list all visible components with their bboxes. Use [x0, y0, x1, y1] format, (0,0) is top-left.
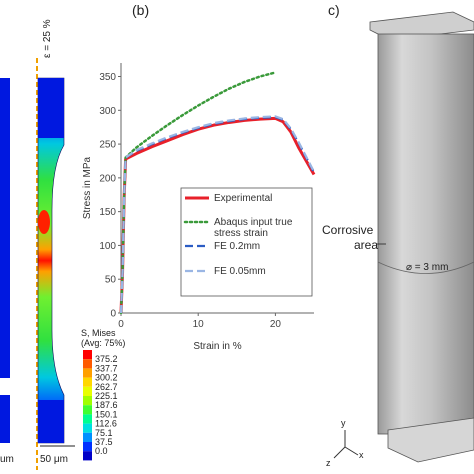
colorbar-subtitle: (Avg: 75%) — [81, 338, 125, 348]
stress-strain-chart: 0 50 100 150 200 250 300 350 0 10 20 Strain in % Str… — [82, 63, 316, 350]
left-specimen-strip — [0, 78, 10, 378]
top-plate — [369, 11, 474, 41]
legend-label: stress strain — [214, 228, 268, 239]
y-tick-label: 350 — [99, 72, 116, 83]
necking-hotspot — [38, 210, 50, 234]
diameter-label: ⌀ = 3 mm — [406, 262, 448, 273]
x-axis-title: Strain in % — [193, 341, 241, 350]
colorbar-swatch — [83, 368, 92, 378]
y-tick-label: 300 — [99, 106, 116, 117]
y-tick-label: 100 — [99, 241, 116, 252]
specimen-grip-bottom — [38, 400, 64, 443]
colorbar-title: S, Mises — [81, 328, 116, 338]
x-tick-label: 20 — [270, 319, 282, 330]
colorbar-value: 112.6 — [95, 419, 117, 429]
colorbar-swatch — [83, 359, 92, 369]
legend-label: Experimental — [214, 193, 272, 204]
chart-axes: 0 50 100 150 200 250 300 350 0 10 20 Strain in % Str… — [82, 63, 314, 350]
corrosive-label-line2: area — [354, 238, 378, 252]
bottom-plate — [387, 417, 474, 463]
legend-label: Abaqus input true — [214, 217, 293, 228]
colorbar-swatch — [83, 396, 92, 406]
y-tick-label: 0 — [110, 309, 116, 320]
corrosive-band-edge — [377, 261, 474, 274]
legend-box — [180, 187, 313, 297]
panel-b-label: (b) — [132, 2, 150, 18]
specimen-grip-top — [38, 78, 64, 138]
y-tick-label: 150 — [99, 207, 116, 218]
scale-label: 50 μm — [40, 454, 68, 465]
chart-series — [119, 71, 316, 315]
colorbar: 375.2337.7300.2262.7225.1187.6150.1112.6… — [83, 350, 118, 461]
y-axis-title: Stress in MPa — [82, 156, 93, 219]
left-specimen-strip-bottom — [0, 395, 10, 443]
colorbar-swatch — [83, 405, 92, 415]
panel-c-label: c) — [328, 2, 340, 18]
legend-label: FE 0.05mm — [214, 266, 266, 277]
colorbar-swatch — [83, 377, 92, 387]
y-tick-label: 250 — [99, 140, 116, 151]
coordinate-triad: y x z — [326, 418, 364, 468]
colorbar-value: 225.1 — [95, 391, 118, 401]
y-tick-label: 200 — [99, 173, 116, 184]
colorbar-swatch — [83, 442, 92, 452]
strain-label: ε = 25 % — [42, 19, 53, 58]
y-tick-label: 50 — [105, 275, 117, 286]
axis-y-label: y — [341, 418, 346, 428]
cylinder-body — [377, 33, 474, 435]
legend-label: FE 0.2mm — [214, 241, 260, 252]
colorbar-value: 375.2 — [95, 354, 118, 364]
axis-x-label: x — [359, 450, 364, 460]
left-scale-label: um — [0, 454, 14, 465]
colorbar-value: 337.7 — [95, 363, 118, 373]
colorbar-swatch — [83, 414, 92, 424]
colorbar-value: 300.2 — [95, 373, 118, 383]
colorbar-value: 150.1 — [95, 409, 118, 419]
colorbar-swatch — [83, 423, 92, 433]
colorbar-swatch — [83, 451, 92, 461]
panel-c: Corrosive area ⌀ = 3 mm y x z — [322, 11, 474, 468]
colorbar-value: 0.0 — [95, 446, 108, 456]
x-tick-label: 10 — [193, 319, 205, 330]
colorbar-value: 75.1 — [95, 428, 113, 438]
corrosive-label-line1: Corrosive — [322, 223, 374, 237]
axis-z-label: z — [326, 458, 331, 468]
colorbar-swatch — [83, 432, 92, 442]
panel-a: um ε = 25 % S, Mises (Avg: 75%) 375.2337… — [0, 19, 125, 470]
colorbar-value: 262.7 — [95, 382, 118, 392]
specimen-contour — [37, 77, 65, 444]
colorbar-swatch — [83, 350, 92, 360]
colorbar-value: 37.5 — [95, 437, 113, 447]
colorbar-value: 187.6 — [95, 400, 118, 410]
colorbar-swatch — [83, 386, 92, 396]
x-tick-label: 0 — [118, 319, 124, 330]
